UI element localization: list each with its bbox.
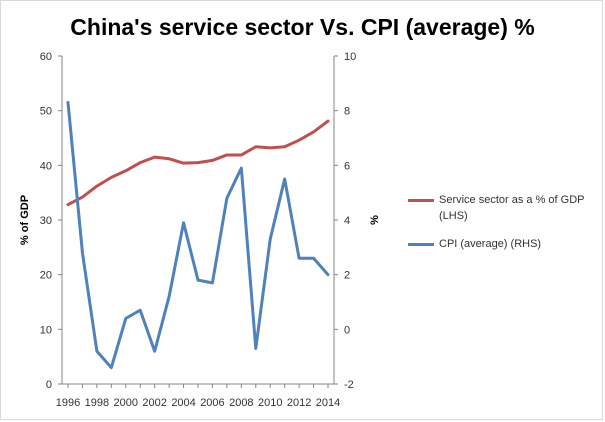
x-tick-label: 1998 bbox=[85, 397, 109, 409]
y-left-tick-label: 30 bbox=[40, 215, 52, 227]
y-right-tick-label: 2 bbox=[344, 270, 350, 282]
series-line-cpi bbox=[66, 100, 330, 370]
y-left-tick-label: 20 bbox=[40, 270, 52, 282]
y-right-tick-label: 8 bbox=[344, 106, 350, 118]
legend-swatch-cpi bbox=[408, 243, 434, 246]
x-tick-label: 2008 bbox=[229, 397, 253, 409]
y-left-tick-label: 0 bbox=[46, 379, 52, 391]
legend-swatch-service-sector bbox=[408, 199, 434, 202]
x-tick-label: 2000 bbox=[114, 397, 138, 409]
x-tick-label: 2014 bbox=[316, 397, 340, 409]
x-tick-label: 2006 bbox=[200, 397, 224, 409]
x-tick-label: 2010 bbox=[258, 397, 282, 409]
chart-title: China's service sector Vs. CPI (average)… bbox=[70, 14, 535, 40]
y-right-tick-label: 4 bbox=[344, 215, 350, 227]
y-right-tick-label: 6 bbox=[344, 160, 350, 172]
y-axis-right-title: % bbox=[369, 215, 381, 225]
x-tick-label: 1996 bbox=[56, 397, 80, 409]
y-left-tick-label: 50 bbox=[40, 106, 52, 118]
legend-item-cpi: CPI (average) (RHS) bbox=[408, 236, 598, 254]
y-right-tick-label: 0 bbox=[344, 324, 350, 336]
y-right-tick-label: -2 bbox=[344, 379, 354, 391]
x-tick-label: 2002 bbox=[142, 397, 166, 409]
legend-label-service-sector: Service sector as a % of GDP (LHS) bbox=[439, 194, 585, 222]
series-line-service-sector bbox=[66, 119, 330, 207]
y-left-tick-label: 60 bbox=[40, 51, 52, 63]
y-right-tick-label: 10 bbox=[344, 51, 356, 63]
legend-label-cpi: CPI (average) (RHS) bbox=[439, 238, 542, 250]
legend-item-service-sector: Service sector as a % of GDP (LHS) bbox=[408, 192, 598, 226]
x-tick-label: 2004 bbox=[171, 397, 195, 409]
x-tick-label: 2012 bbox=[287, 397, 311, 409]
y-left-tick-label: 10 bbox=[40, 324, 52, 336]
y-axis-left-title: % of GDP bbox=[19, 195, 31, 245]
y-left-tick-label: 40 bbox=[40, 160, 52, 172]
